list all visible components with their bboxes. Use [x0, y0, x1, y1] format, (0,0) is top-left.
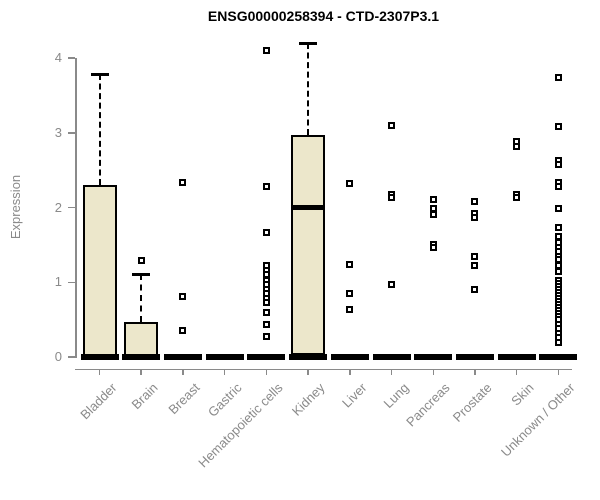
- boxplot-lung-outlier-point: [388, 121, 396, 129]
- boxplot-brain-whisker: [140, 274, 143, 322]
- boxplot-unknown-other-median-line-zero: [539, 354, 578, 360]
- boxplot-bladder-whisker-cap: [90, 72, 109, 76]
- boxplot-unknown-other-outlier-point: [554, 338, 562, 346]
- y-tick-label: 3: [54, 124, 62, 140]
- y-axis-line: [75, 58, 77, 358]
- y-axis-tick: [68, 206, 75, 209]
- boxplot-unknown-other-outlier-point: [554, 160, 562, 168]
- boxplot-liver-outlier-point: [346, 260, 354, 268]
- x-tick-label-liver: Liver: [338, 380, 370, 411]
- x-axis-tick: [182, 368, 184, 375]
- boxplot-brain-box: [124, 321, 159, 357]
- boxplot-lung-outlier-point: [388, 280, 396, 288]
- boxplot-liver-outlier-point: [346, 306, 354, 314]
- y-axis-tick: [68, 356, 75, 358]
- boxplot-skin-outlier-point: [513, 143, 521, 151]
- boxplot-liver-outlier-point: [346, 289, 354, 297]
- x-axis-tick: [98, 368, 101, 375]
- x-tick-label-breast: Breast: [165, 380, 203, 418]
- boxplot-unknown-other-outlier-point: [554, 261, 562, 269]
- boxplot-unknown-other-outlier-point: [554, 224, 562, 232]
- y-tick-label: 1: [54, 274, 62, 290]
- boxplot-unknown-other-outlier-point: [554, 122, 562, 130]
- x-tick-label-brain: Brain: [128, 380, 161, 413]
- boxplot-prostate-outlier-point: [471, 214, 479, 222]
- x-axis-tick: [515, 368, 518, 375]
- boxplot-lung-median-line-zero: [372, 354, 411, 360]
- y-tick-label: 2: [54, 199, 62, 215]
- x-axis-tick: [140, 368, 142, 375]
- boxplot-pancreas-median-line-zero: [414, 354, 453, 360]
- boxplot-breast-outlier-point: [179, 292, 187, 300]
- x-tick-label-kidney: Kidney: [288, 380, 328, 419]
- x-tick-label-prostate: Prostate: [449, 380, 495, 425]
- boxplot-pancreas-outlier-point: [429, 204, 437, 212]
- boxplot-liver-outlier-point: [346, 180, 354, 188]
- boxplot-prostate-outlier-point: [471, 253, 479, 261]
- x-axis-tick: [223, 368, 226, 375]
- boxplot-skin-median-line-zero: [497, 354, 536, 360]
- x-axis-tick: [265, 368, 268, 375]
- x-axis-tick: [349, 368, 351, 375]
- x-axis-tick: [390, 368, 393, 375]
- x-tick-label-gastric: Gastric: [204, 380, 245, 420]
- boxplot-prostate-outlier-point: [471, 198, 479, 206]
- x-tick-label-pancreas: Pancreas: [403, 380, 453, 430]
- boxplot-kidney-median-line-zero: [289, 354, 328, 360]
- boxplot-hematopoietic-cells-outlier-point: [262, 298, 270, 306]
- x-tick-label-skin: Skin: [507, 380, 537, 409]
- x-tick-label-unknown-other: Unknown / Other: [498, 380, 579, 460]
- boxplot-bladder-median-line-zero: [80, 354, 119, 360]
- boxplot-pancreas-outlier-point: [429, 211, 437, 219]
- boxplot-hematopoietic-cells-outlier-point: [262, 321, 270, 329]
- boxplot-pancreas-outlier-point: [429, 244, 437, 252]
- boxplot-unknown-other-outlier-point: [554, 183, 562, 191]
- x-axis-tick: [557, 368, 560, 375]
- boxplot-kidney-whisker: [307, 43, 310, 135]
- x-tick-label-lung: Lung: [380, 380, 412, 412]
- boxplot-skin-outlier-point: [513, 194, 521, 202]
- boxplot-breast-median-line-zero: [163, 354, 202, 360]
- x-axis-line: [75, 368, 572, 370]
- y-axis-tick: [68, 281, 75, 283]
- x-axis-tick: [474, 368, 476, 375]
- boxplot-brain-whisker-cap: [132, 272, 151, 276]
- boxplot-gastric-median-line-zero: [205, 354, 244, 360]
- boxplot-prostate-median-line-zero: [455, 354, 494, 360]
- x-tick-label-bladder: Bladder: [76, 380, 120, 423]
- boxplot-kidney-box: [291, 134, 326, 356]
- boxplot-brain-median-line-zero: [122, 354, 161, 360]
- y-tick-label: 0: [54, 349, 62, 364]
- y-axis-tick: [68, 132, 75, 134]
- boxplot-unknown-other-outlier-point: [554, 73, 562, 81]
- boxplot-prostate-outlier-point: [471, 286, 479, 294]
- y-axis-title: Expression: [8, 174, 23, 240]
- boxplot-bladder-box: [82, 185, 117, 357]
- y-axis-tick: [68, 57, 75, 59]
- boxplot-hematopoietic-cells-median-line-zero: [247, 354, 286, 360]
- boxplot-breast-outlier-point: [179, 327, 187, 335]
- boxplot-brain-outlier-point: [137, 257, 145, 265]
- boxplot-kidney-whisker-cap: [299, 41, 318, 45]
- x-axis-tick: [432, 368, 434, 375]
- boxplot-liver-median-line-zero: [330, 354, 369, 360]
- boxplot-lung-outlier-point: [388, 193, 396, 201]
- boxplot-pancreas-outlier-point: [429, 195, 437, 203]
- boxplot-hematopoietic-cells-outlier-point: [262, 333, 270, 341]
- boxplot-unknown-other-outlier-point: [554, 204, 562, 212]
- boxplot-breast-outlier-point: [179, 179, 187, 187]
- boxplot-prostate-outlier-point: [471, 261, 479, 269]
- boxplot-hematopoietic-cells-outlier-point: [262, 228, 270, 236]
- boxplot-bladder-whisker: [98, 74, 101, 186]
- boxplot-kidney-median-line: [291, 205, 325, 210]
- x-axis-tick: [307, 368, 309, 375]
- boxplot-hematopoietic-cells-outlier-point: [262, 308, 270, 316]
- chart-title: ENSG00000258394 - CTD-2307P3.1: [207, 8, 440, 24]
- boxplot-unknown-other-outlier-point: [554, 268, 562, 276]
- boxplot-hematopoietic-cells-outlier-point: [262, 47, 270, 55]
- y-tick-label: 4: [54, 50, 62, 65]
- boxplot-hematopoietic-cells-outlier-point: [262, 183, 270, 191]
